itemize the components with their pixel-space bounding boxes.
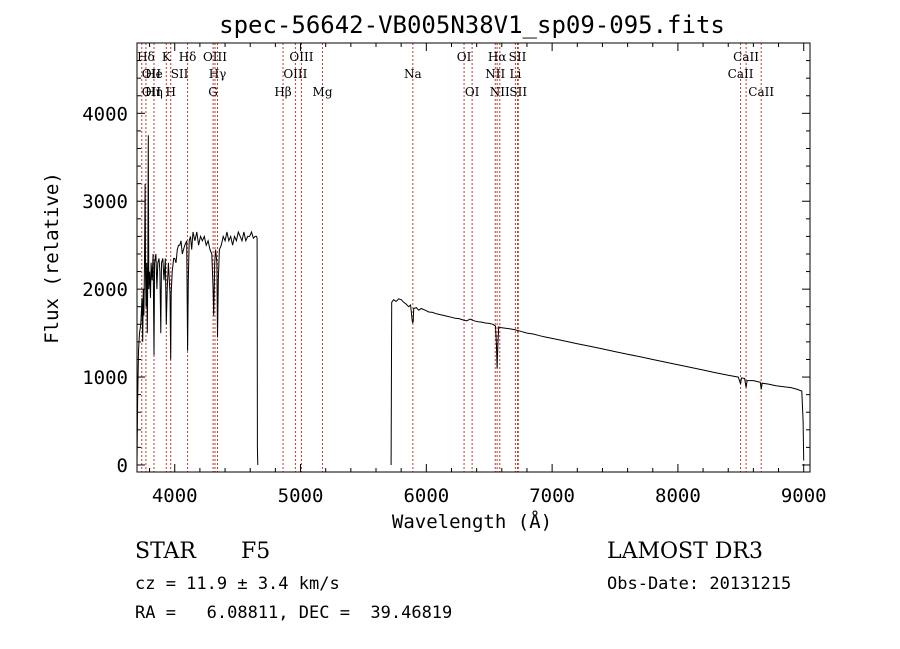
line-label: NII	[490, 85, 510, 99]
spectrum-segment	[390, 298, 805, 466]
x-axis-label: Wavelength (Å)	[392, 510, 552, 533]
plot-frame	[136, 42, 811, 473]
line-label: Hδ	[179, 50, 197, 64]
y-tick-label: 4000	[82, 103, 128, 125]
x-tick-label: 9000	[781, 485, 827, 507]
observation-date: Obs-Date: 20131215	[607, 574, 792, 594]
line-label: Mg	[313, 85, 333, 99]
line-label: Na	[404, 67, 422, 81]
line-label: G	[208, 85, 218, 99]
line-label: CaII	[728, 67, 754, 81]
line-label: OIII	[289, 50, 313, 64]
line-label: K	[162, 50, 172, 64]
spectral-line-markers	[141, 43, 762, 472]
line-label: Hη	[145, 85, 163, 99]
line-label: OI	[457, 50, 472, 64]
y-tick-label: 3000	[82, 191, 128, 213]
x-axis: 4000 5000 6000 7000 8000 9000	[149, 43, 827, 507]
survey-name: LAMOST DR3	[607, 539, 763, 564]
object-subclass: F5	[241, 539, 271, 564]
line-label: Hβ	[274, 85, 291, 99]
x-tick-label: 6000	[403, 485, 449, 507]
redshift-velocity: cz = 11.9 ± 3.4 km/s	[135, 574, 340, 594]
line-label: He	[145, 67, 163, 81]
line-label: CaII	[733, 50, 759, 64]
line-label: Hγ	[209, 67, 227, 81]
line-label: Hα	[488, 50, 507, 64]
line-label: SII	[509, 85, 527, 99]
x-tick-label: 5000	[278, 485, 324, 507]
y-tick-label: 0	[117, 455, 128, 477]
spectrum-series	[136, 135, 805, 466]
spectrum-segment	[136, 135, 259, 466]
y-tick-label: 1000	[82, 367, 128, 389]
line-label: OII	[142, 67, 162, 81]
object-class: STAR	[135, 539, 196, 564]
spectrum-chart: spec-56642-VB005N38V1_sp09-095.fits Hδ OI…	[41, 11, 827, 533]
line-label: OIII	[283, 67, 307, 81]
line-label: Hδ	[137, 50, 155, 64]
line-label: SII	[509, 50, 527, 64]
y-axis: 0 1000 2000 3000 4000	[82, 60, 810, 477]
line-label: OIII	[203, 50, 227, 64]
line-label: H	[165, 85, 175, 99]
x-tick-label: 4000	[152, 485, 198, 507]
line-label: CaII	[748, 85, 774, 99]
x-tick-label: 8000	[655, 485, 701, 507]
y-axis-label: Flux (relative)	[41, 172, 63, 344]
line-label: SII	[171, 67, 189, 81]
line-label: Li	[509, 67, 521, 81]
line-label: OI	[465, 85, 480, 99]
line-label: NII	[485, 67, 505, 81]
coordinates: RA = 6.08811, DEC = 39.46819	[135, 603, 453, 623]
x-tick-label: 7000	[529, 485, 575, 507]
line-label: OII	[142, 85, 162, 99]
chart-title: spec-56642-VB005N38V1_sp09-095.fits	[219, 11, 725, 39]
y-tick-label: 2000	[82, 279, 128, 301]
